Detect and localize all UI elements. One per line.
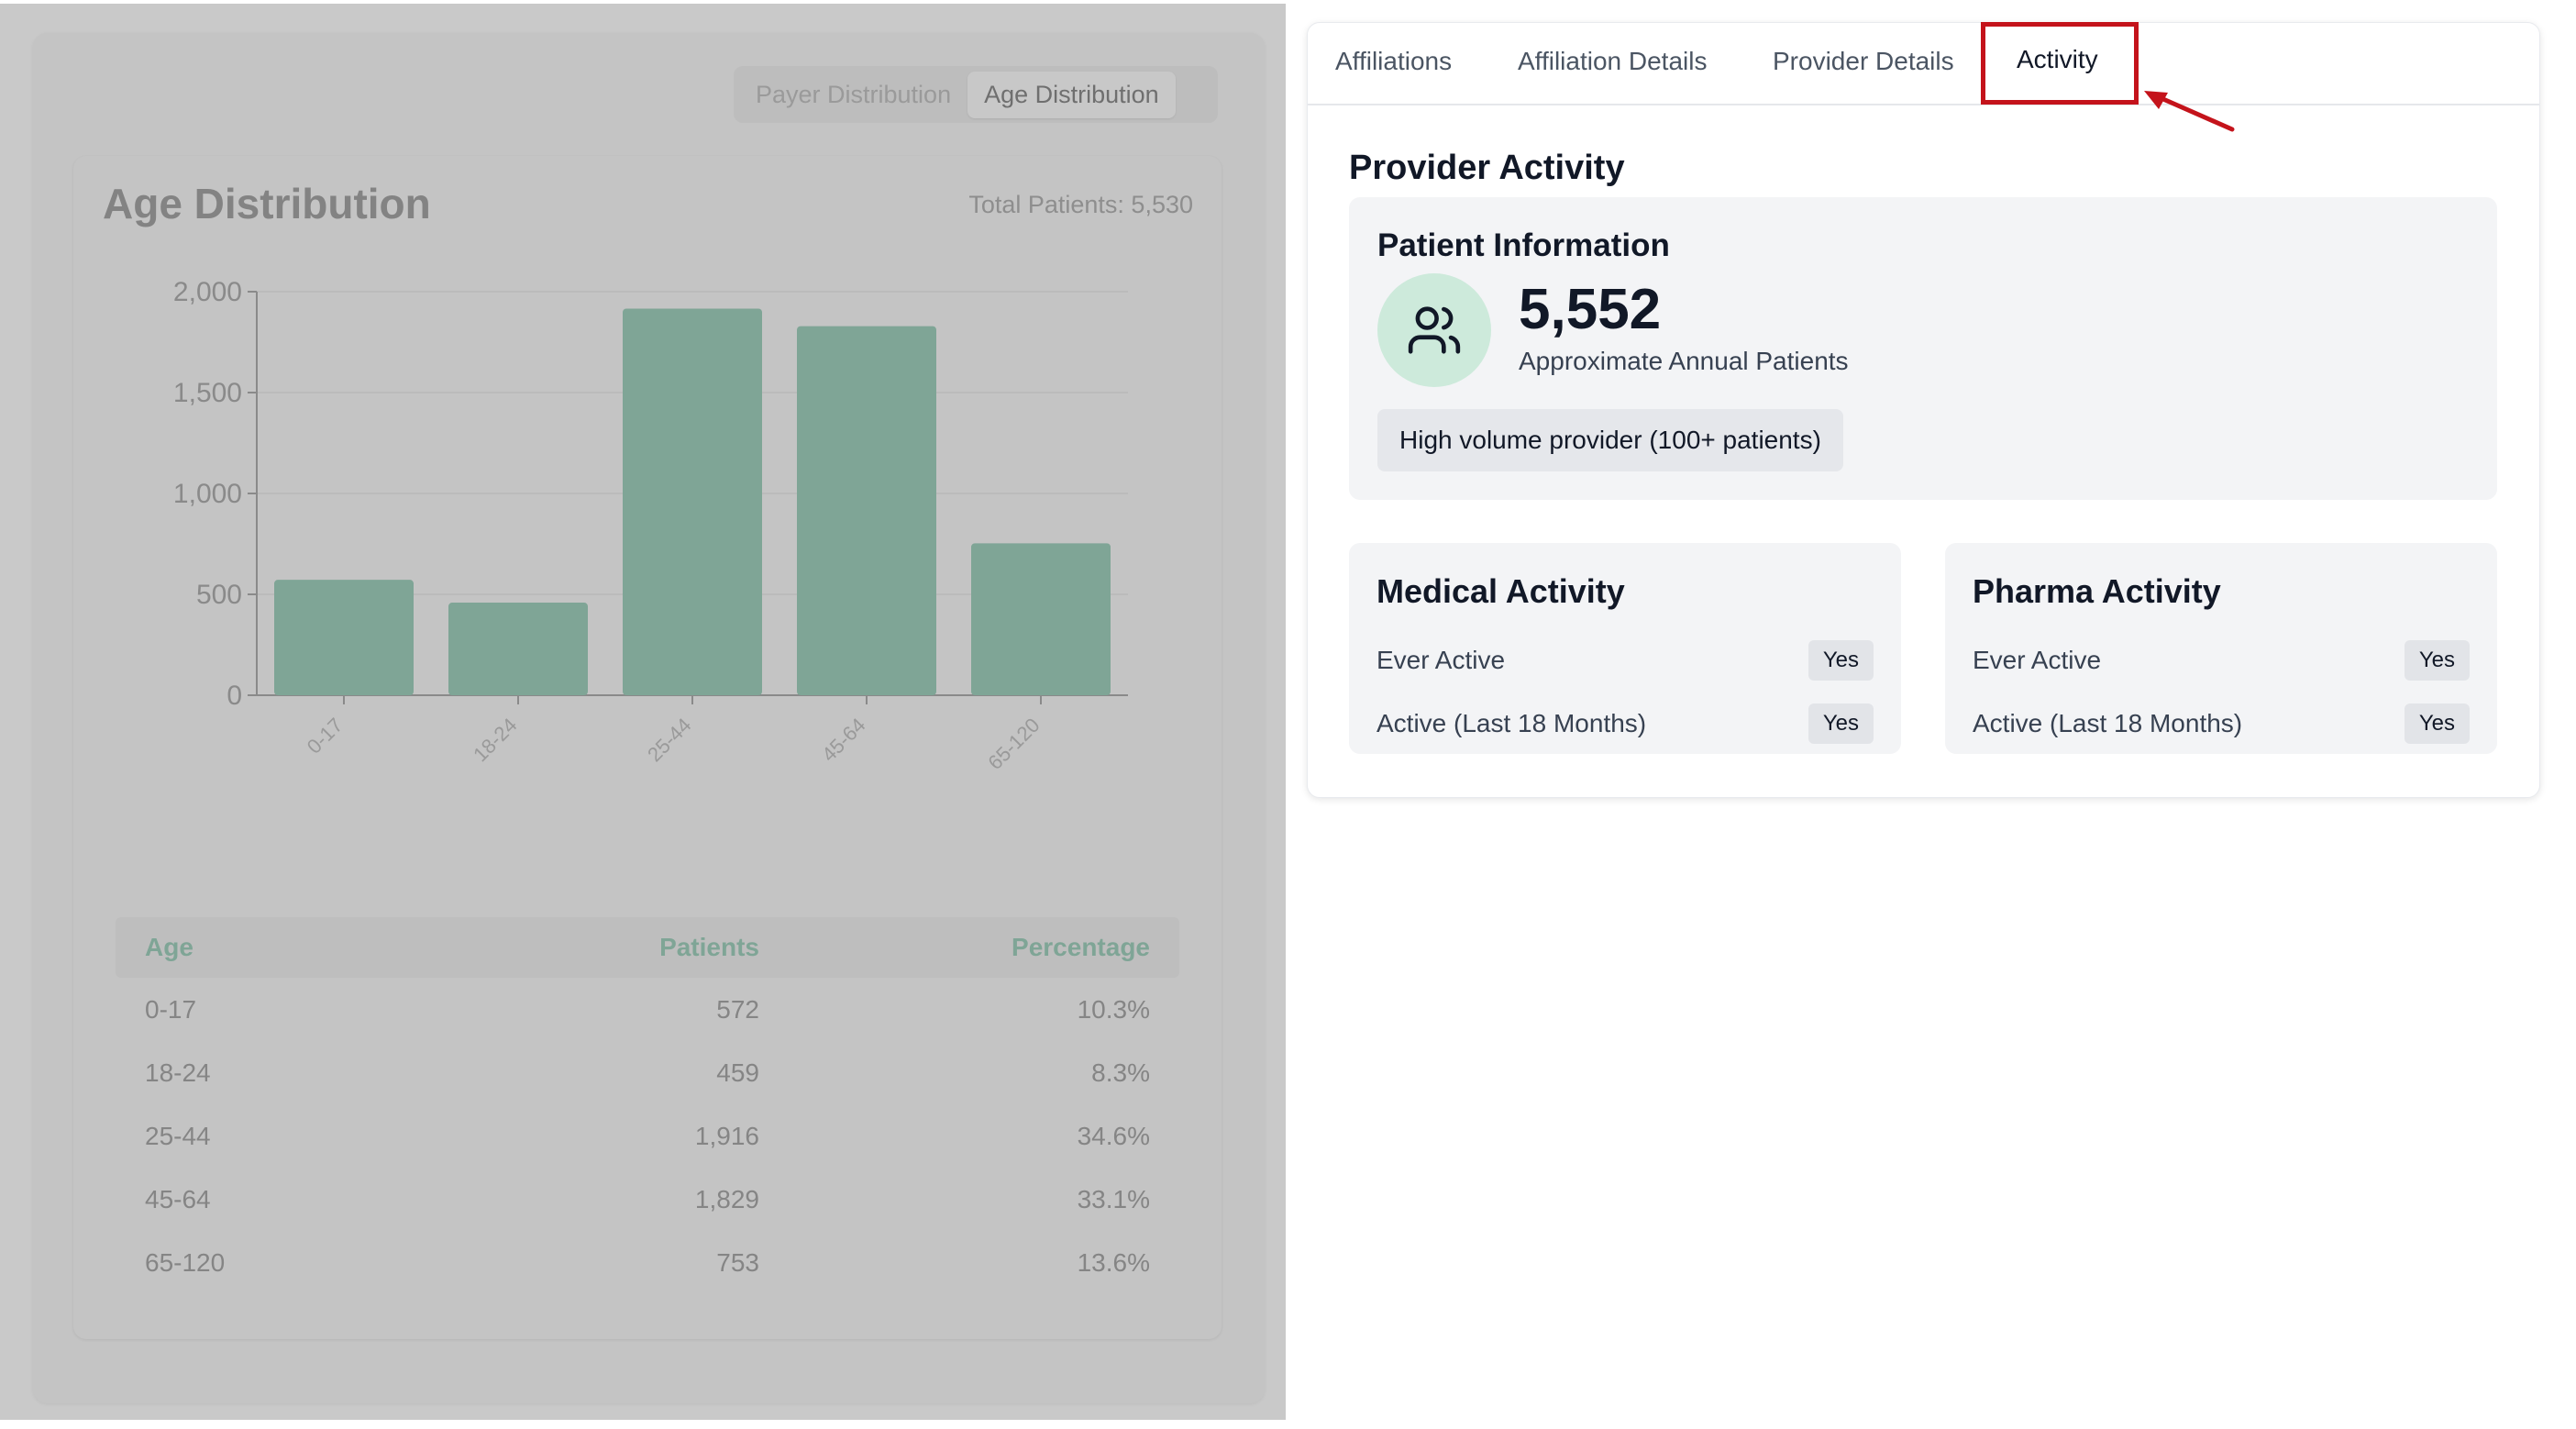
users-icon [1377, 273, 1491, 387]
distribution-toggle: Payer Distribution Age Distribution [734, 66, 1218, 123]
tab-activity[interactable]: Activity [2017, 45, 2098, 73]
cell-age: 18-24 [145, 1058, 211, 1087]
cell-patients: 459 [716, 1058, 759, 1087]
pharma-ever-active-label: Ever Active [1973, 646, 2102, 674]
pharma-active-18m-row: Active (Last 18 Months) Yes [1973, 703, 2470, 744]
col-patients: Patients [659, 933, 759, 961]
tab-affiliations[interactable]: Affiliations [1335, 47, 1453, 75]
tab-bar: Affiliations Affiliation Details Provide… [1308, 22, 2539, 105]
volume-badge: High volume provider (100+ patients) [1377, 409, 1843, 471]
table-row: 18-24 459 8.3% [116, 1041, 1179, 1104]
cell-age: 65-120 [145, 1247, 226, 1277]
cell-patients: 1,829 [694, 1184, 759, 1213]
medical-active-18m-label: Active (Last 18 Months) [1376, 709, 1647, 737]
pharma-ever-active-badge: Yes [2404, 640, 2470, 681]
bar [448, 603, 588, 695]
medical-ever-active-row: Ever Active Yes [1376, 640, 1874, 681]
pharma-active-18m-badge: Yes [2404, 703, 2470, 744]
medical-ever-active-label: Ever Active [1376, 646, 1506, 674]
table-row: 45-64 1,829 33.1% [116, 1168, 1179, 1231]
medical-active-18m-badge: Yes [1808, 703, 1874, 744]
table-row: 65-120 753 13.6% [116, 1231, 1179, 1294]
medical-ever-active-badge: Yes [1808, 640, 1874, 681]
y-tick-label: 2,000 [173, 277, 242, 307]
table-row: 25-44 1,916 34.6% [116, 1104, 1179, 1168]
y-tick-label: 1,500 [173, 378, 242, 408]
x-tick-label: 65-120 [983, 714, 1044, 774]
annual-patients-label: Approximate Annual Patients [1519, 347, 1849, 375]
x-tick-label: 18-24 [469, 714, 521, 766]
y-tick-label: 1,000 [173, 479, 242, 509]
cell-age: 0-17 [145, 994, 197, 1024]
pharma-active-18m-label: Active (Last 18 Months) [1973, 709, 2243, 737]
col-age: Age [145, 933, 193, 961]
y-tick-label: 500 [196, 580, 242, 610]
medical-activity-title: Medical Activity [1376, 572, 1625, 610]
col-percentage: Percentage [1012, 933, 1150, 961]
bar [623, 308, 762, 695]
bar [274, 580, 414, 695]
y-tick-label: 0 [227, 681, 242, 711]
pharma-activity-box: Pharma Activity Ever Active Yes Active (… [1945, 543, 2497, 754]
cell-age: 25-44 [145, 1121, 211, 1150]
table-row: 0-17 572 10.3% [116, 978, 1179, 1041]
x-tick-label: 45-64 [817, 714, 869, 766]
pharma-ever-active-row: Ever Active Yes [1973, 640, 2470, 681]
age-distribution-tab[interactable]: Age Distribution [967, 71, 1176, 118]
annual-patients-count: 5,552 [1519, 278, 1662, 341]
provider-activity-title: Provider Activity [1349, 149, 1625, 187]
cell-percentage: 33.1% [1077, 1184, 1150, 1213]
bar [797, 326, 936, 695]
cell-age: 45-64 [145, 1184, 211, 1213]
table-header: Age Patients Percentage [116, 917, 1179, 978]
cell-percentage: 8.3% [1091, 1058, 1150, 1087]
x-tick-label: 0-17 [303, 714, 348, 759]
patient-information-title: Patient Information [1377, 227, 1670, 263]
cell-patients: 753 [716, 1247, 759, 1277]
medical-activity-box: Medical Activity Ever Active Yes Active … [1349, 543, 1901, 754]
bar [971, 543, 1111, 695]
cell-patients: 1,916 [694, 1121, 759, 1150]
pointer-arrow-icon [2144, 91, 2235, 132]
tab-provider-details[interactable]: Provider Details [1773, 47, 1954, 75]
total-patients: Total Patients: 5,530 [968, 191, 1193, 218]
cell-percentage: 34.6% [1077, 1121, 1150, 1150]
cell-patients: 572 [716, 994, 759, 1024]
active-tab-highlight [1981, 22, 2139, 105]
chart-title: Age Distribution [103, 180, 431, 227]
payer-distribution-tab[interactable]: Payer Distribution [756, 80, 952, 108]
pharma-activity-title: Pharma Activity [1973, 572, 2221, 610]
cell-percentage: 13.6% [1077, 1247, 1150, 1277]
cell-percentage: 10.3% [1077, 994, 1150, 1024]
medical-active-18m-row: Active (Last 18 Months) Yes [1376, 703, 1874, 744]
age-bar-chart: 0 500 1,000 1,500 2,000 0-17 18-24 25-44 45-64 65… [173, 277, 1128, 774]
age-table: Age Patients Percentage 0-17 572 10.3% 1… [116, 917, 1179, 1294]
tab-affiliation-details[interactable]: Affiliation Details [1518, 47, 1708, 75]
x-tick-label: 25-44 [643, 714, 695, 766]
